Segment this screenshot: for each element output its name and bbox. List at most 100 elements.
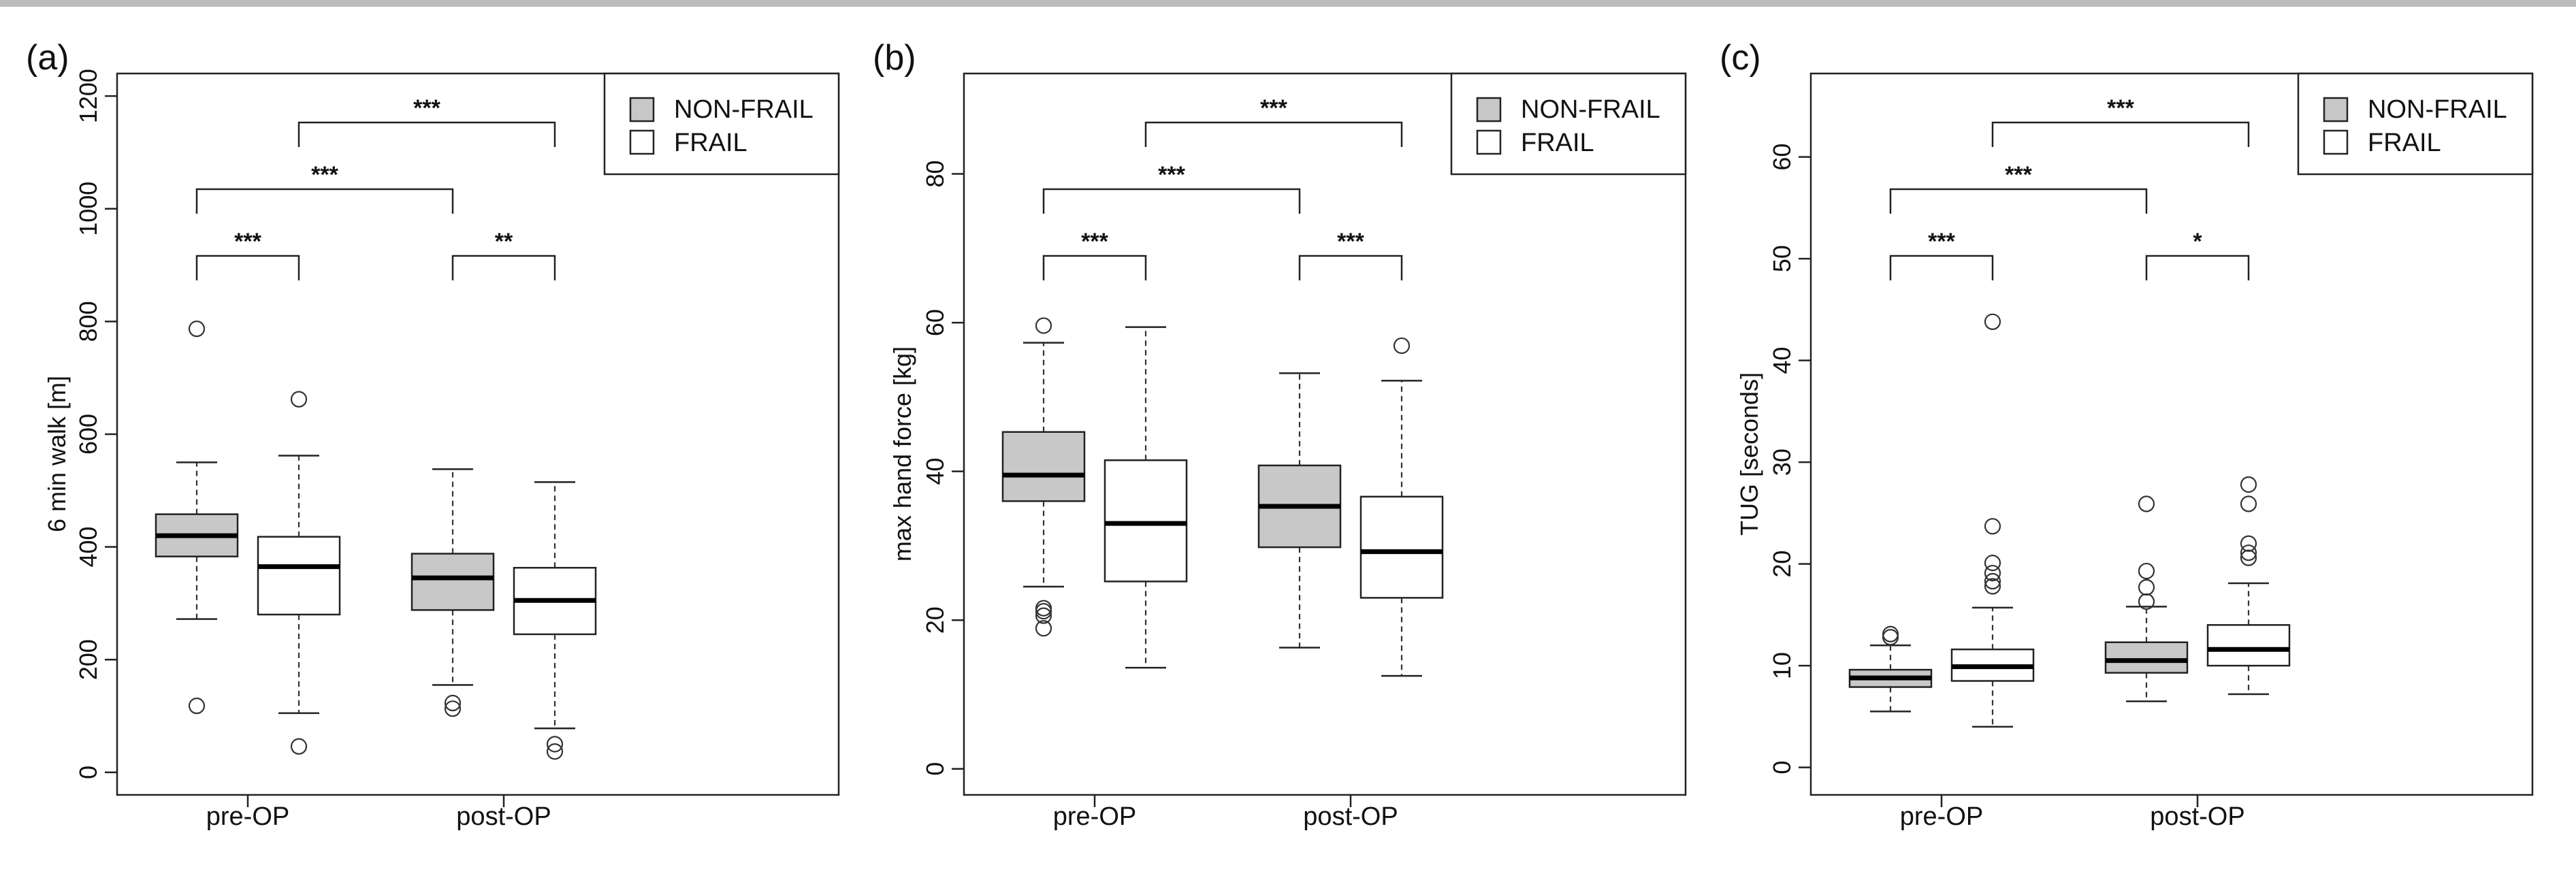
box-b-frail-postop: [1359, 337, 1444, 677]
box-body-b-nonfrail-preop: [1001, 431, 1086, 502]
box-c-nonfrail-postop: [2104, 495, 2189, 702]
top-rule: [0, 0, 2576, 7]
y-tick-label-a-2: 400: [74, 527, 102, 568]
panel-b: (b) max hand force [kg] pre-OP post-OP 0…: [873, 38, 1687, 831]
y-tick-label-a-5: 1000: [74, 182, 102, 236]
outlier-a-nonfrail-preop-1: [188, 321, 206, 338]
significance-stars-c-2: ***: [2005, 162, 2032, 188]
y-tick-label-c-2: 20: [1768, 551, 1796, 578]
outlier-c-nonfrail-preop-0: [1882, 629, 1899, 646]
outlier-a-frail-postop-1: [546, 736, 564, 753]
significance-stars-a-3: ***: [413, 95, 440, 121]
y-tick-label-c-5: 50: [1768, 245, 1796, 272]
legend-label-c-nonfrail: NON-FRAIL: [2368, 95, 2507, 124]
box-body-c-frail-postop: [2206, 624, 2291, 667]
outlier-c-frail-postop-1: [2240, 544, 2257, 561]
plot-area-b: 0 20 40 60 80 *** *** *** ***: [921, 72, 1687, 807]
significance-bracket-b-0: [1042, 255, 1147, 280]
plot-frame-b: [963, 72, 1687, 796]
outlier-a-nonfrail-postop-0: [444, 700, 462, 717]
y-axis-label-c: TUG [seconds]: [1735, 372, 1763, 536]
panel-a: (a) 6 min walk [m] pre-OP post-OP 020040…: [26, 38, 840, 831]
plot-frame-a: [116, 72, 840, 796]
box-body-c-nonfrail-postop: [2104, 641, 2189, 674]
y-tick-label-c-0: 0: [1768, 761, 1796, 774]
outlier-b-nonfrail-preop-4: [1035, 317, 1052, 334]
outlier-c-frail-postop-2: [2240, 535, 2257, 552]
significance-bracket-c-0: [1889, 255, 1994, 280]
outlier-c-frail-preop-1: [1984, 572, 2001, 590]
legend-box-b: [1450, 72, 1687, 176]
legend-swatch-c-nonfrail: [2323, 97, 2349, 122]
significance-stars-c-1: *: [2193, 229, 2202, 255]
outlier-c-frail-preop-2: [1984, 564, 2001, 582]
significance-stars-b-0: ***: [1081, 229, 1108, 255]
y-tick-label-a-4: 800: [74, 301, 102, 342]
outlier-b-nonfrail-preop-1: [1035, 607, 1052, 624]
significance-stars-c-3: ***: [2107, 95, 2134, 121]
legend-label-a-frail: FRAIL: [674, 129, 747, 157]
y-tick-label-c-4: 40: [1768, 347, 1796, 374]
box-b-frail-preop: [1104, 326, 1188, 669]
significance-bracket-b-3: [1144, 121, 1403, 147]
y-tick-label-a-6: 1200: [74, 69, 102, 123]
outlier-c-nonfrail-preop-1: [1882, 625, 1899, 642]
significance-stars-a-1: **: [495, 229, 513, 255]
legend-label-c-frail: FRAIL: [2368, 129, 2441, 157]
legend-swatch-a-nonfrail: [629, 97, 655, 122]
significance-bracket-c-3: [1991, 121, 2250, 147]
outlier-b-frail-postop-0: [1393, 337, 1411, 355]
outlier-a-frail-preop-1: [290, 391, 308, 408]
legend-box-a: [603, 72, 840, 176]
significance-bracket-a-3: [297, 121, 556, 147]
panel-label-c: (c): [1720, 38, 1761, 78]
box-b-nonfrail-postop: [1257, 372, 1342, 649]
box-body-a-frail-preop: [257, 536, 341, 616]
outlier-b-nonfrail-preop-3: [1035, 600, 1052, 617]
y-tick-label-b-2: 40: [921, 458, 949, 485]
y-tick-label-b-4: 80: [921, 161, 949, 188]
y-tick-label-a-1: 200: [74, 639, 102, 680]
y-tick-label-a-3: 600: [74, 414, 102, 455]
y-tick-label-c-1: 10: [1768, 652, 1796, 679]
outlier-a-frail-postop-0: [546, 743, 564, 760]
y-tick-label-a-0: 0: [74, 766, 102, 779]
outlier-c-frail-preop-0: [1984, 578, 2001, 595]
outlier-b-nonfrail-preop-0: [1035, 620, 1052, 637]
significance-stars-c-0: ***: [1928, 229, 1955, 255]
box-c-nonfrail-preop: [1848, 625, 1933, 713]
box-a-frail-postop: [513, 481, 597, 760]
outlier-a-nonfrail-postop-1: [444, 694, 462, 712]
outlier-c-frail-preop-4: [1984, 518, 2001, 535]
y-tick-label-c-3: 30: [1768, 448, 1796, 476]
outlier-a-frail-preop-0: [290, 738, 308, 755]
legend-label-a-nonfrail: NON-FRAIL: [674, 95, 814, 124]
box-body-b-frail-postop: [1359, 495, 1444, 599]
box-body-a-nonfrail-postop: [410, 553, 495, 611]
outlier-c-nonfrail-postop-1: [2138, 578, 2155, 596]
legend-box-c: [2297, 72, 2534, 176]
y-tick-label-b-1: 20: [921, 606, 949, 634]
significance-bracket-c-2: [1889, 188, 2148, 214]
panel-label-b: (b): [873, 38, 916, 78]
outlier-c-nonfrail-postop-3: [2138, 495, 2155, 512]
significance-bracket-a-2: [195, 188, 454, 214]
significance-bracket-c-1: [2145, 255, 2250, 280]
panel-label-a: (a): [26, 38, 69, 78]
y-tick-label-b-3: 60: [921, 309, 949, 336]
legend-label-b-frail: FRAIL: [1521, 129, 1594, 157]
legend-swatch-a-frail: [629, 129, 655, 155]
outlier-c-frail-preop-5: [1984, 313, 2001, 330]
significance-stars-b-2: ***: [1158, 162, 1185, 188]
outlier-c-frail-preop-3: [1984, 555, 2001, 572]
outlier-c-frail-postop-3: [2240, 495, 2257, 512]
y-axis-label-b: max hand force [kg]: [888, 346, 916, 561]
legend-swatch-b-nonfrail: [1476, 97, 1502, 122]
box-a-nonfrail-preop: [155, 321, 239, 715]
box-a-frail-preop: [257, 391, 341, 755]
significance-stars-b-1: ***: [1337, 229, 1364, 255]
significance-bracket-a-0: [195, 255, 300, 280]
